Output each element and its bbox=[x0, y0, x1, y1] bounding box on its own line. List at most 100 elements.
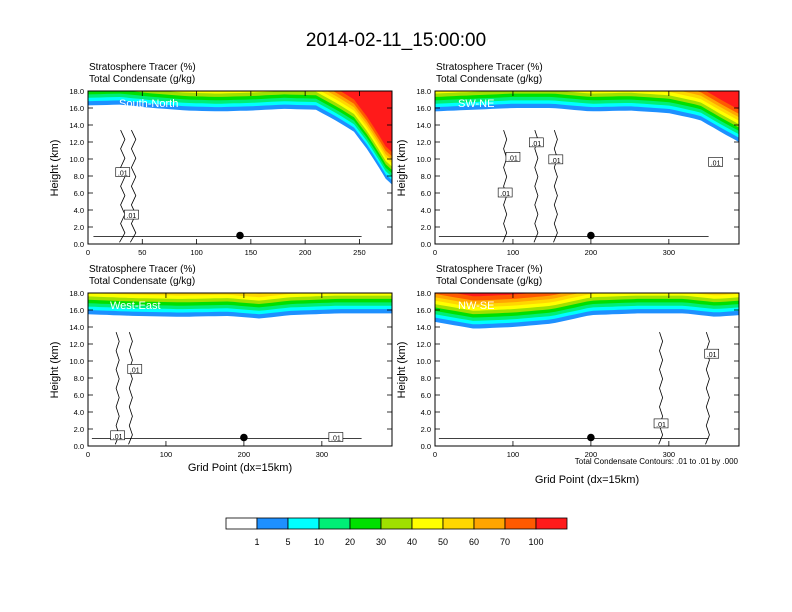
colorbar-swatch bbox=[225, 517, 258, 530]
panel-nw-se: 0.0 2.0 4.0 6.0 8.0 10.0 12.0 14.0 16.0 18.0 0 100 2… bbox=[396, 264, 740, 486]
contour-label-box bbox=[505, 152, 521, 162]
condensate-contour bbox=[533, 129, 539, 243]
x-tick-label: 200 bbox=[238, 450, 251, 459]
contour-label-text: .01 bbox=[500, 191, 510, 198]
axes-frame bbox=[434, 292, 740, 447]
colorbar-label: 60 bbox=[469, 537, 479, 547]
condensate-contour bbox=[129, 129, 137, 243]
colorbar-swatch bbox=[473, 517, 506, 530]
colorbar-swatch bbox=[349, 517, 382, 530]
panel-west-east-label: West-East bbox=[110, 300, 161, 312]
contour-label: .01 bbox=[110, 430, 125, 441]
x-tick-label: 200 bbox=[299, 248, 312, 257]
panel-sw-ne: 0.0 2.0 4.0 6.0 8.0 10.0 12.0 14.0 16.0 18.0 0 100 2… bbox=[396, 62, 740, 257]
x-tick-label: 250 bbox=[353, 248, 366, 257]
panel-west-east-field bbox=[88, 293, 392, 445]
y-tick-label: 6.0 bbox=[421, 189, 431, 198]
panel-south-north-ylabel: Height (km) bbox=[49, 140, 61, 197]
panel-nw-se-subtitle-1: Stratosphere Tracer (%) bbox=[436, 264, 543, 275]
tracer-band-7 bbox=[88, 293, 392, 298]
contour-label-box bbox=[328, 432, 344, 442]
y-tick-label: 4.0 bbox=[421, 408, 431, 417]
y-tick-label: 6.0 bbox=[74, 189, 84, 198]
contour-label-text: .01 bbox=[707, 352, 717, 359]
x-tick-label: 50 bbox=[138, 248, 146, 257]
contour-label: .01 bbox=[653, 418, 669, 429]
panel-south-north-subtitle-2: Total Condensate (g/kg) bbox=[89, 74, 195, 85]
y-tick-label: 10.0 bbox=[416, 357, 431, 366]
panel-south-north-field bbox=[88, 91, 392, 243]
colorbar-label: 10 bbox=[314, 537, 324, 547]
y-tick-label: 16.0 bbox=[69, 104, 84, 113]
x-tick-label: 300 bbox=[316, 450, 329, 459]
y-tick-label: 2.0 bbox=[74, 425, 84, 434]
tracer-band-10 bbox=[88, 91, 392, 153]
colorbar-swatch bbox=[504, 517, 537, 530]
x-tick-label: 100 bbox=[507, 248, 520, 257]
contour-label-box bbox=[124, 209, 139, 220]
contour-label: .01 bbox=[127, 364, 143, 375]
y-tick-label: 10.0 bbox=[69, 357, 84, 366]
condensate-contour bbox=[128, 331, 133, 445]
y-tick-label: 6.0 bbox=[421, 391, 431, 400]
x-tick-label: 0 bbox=[86, 248, 90, 257]
y-tick-label: 12.0 bbox=[69, 138, 84, 147]
figure-title: 2014-02-11_15:00:00 bbox=[305, 30, 487, 51]
y-tick-label: 2.0 bbox=[74, 223, 84, 232]
contour-label-box bbox=[115, 167, 131, 177]
y-tick-label: 8.0 bbox=[421, 374, 431, 383]
panel-west-east-axes: 0.0 2.0 4.0 6.0 8.0 10.0 12.0 14.0 16.0 18.0 0 100 2… bbox=[69, 289, 393, 459]
x-tick-label: 100 bbox=[190, 248, 203, 257]
colorbar: 1 5 10 20 30 40 50 60 70 100 bbox=[225, 517, 568, 547]
panel-sw-ne-axes: 0.0 2.0 4.0 6.0 8.0 10.0 12.0 14.0 16.0 18.0 0 100 2… bbox=[416, 87, 740, 257]
contour-label: .01 bbox=[497, 187, 513, 198]
panel-south-north-axes: 0.0 2.0 4.0 6.0 8.0 10.0 12.0 14.0 16.0 18.0 0 50 10… bbox=[69, 87, 393, 257]
x-tick-label: 200 bbox=[585, 450, 598, 459]
y-tick-label: 2.0 bbox=[421, 425, 431, 434]
y-tick-label: 18.0 bbox=[416, 289, 431, 298]
colorbar-swatch bbox=[380, 517, 413, 530]
condensate-contour bbox=[119, 129, 126, 243]
colorbar-label: 5 bbox=[285, 537, 290, 547]
panel-sw-ne-subtitle-2: Total Condensate (g/kg) bbox=[436, 74, 542, 85]
panel-nw-se-axes: 0.0 2.0 4.0 6.0 8.0 10.0 12.0 14.0 16.0 18.0 0 100 2… bbox=[416, 289, 740, 459]
panel-nw-se-field bbox=[435, 293, 739, 445]
condensate-contour bbox=[502, 129, 508, 243]
y-tick-label: 10.0 bbox=[69, 155, 84, 164]
location-marker bbox=[236, 231, 244, 240]
condensate-contour bbox=[114, 331, 120, 445]
panel-west-east-ylabel: Height (km) bbox=[49, 342, 61, 399]
x-tick-label: 0 bbox=[433, 450, 437, 459]
contour-label-text: .01 bbox=[113, 434, 123, 441]
panel-south-north: 0.0 2.0 4.0 6.0 8.0 10.0 12.0 14.0 16.0 18.0 0 50 10… bbox=[49, 62, 393, 257]
contour-label-text: .01 bbox=[711, 160, 721, 167]
panel-nw-se-subtitle-2: Total Condensate (g/kg) bbox=[436, 276, 542, 287]
contour-label-box bbox=[529, 137, 544, 148]
contour-note: Total Condensate Contours: .01 to .01 by… bbox=[575, 457, 739, 466]
y-tick-label: 14.0 bbox=[69, 121, 84, 130]
contour-label: .01 bbox=[548, 154, 564, 165]
x-tick-label: 300 bbox=[663, 450, 676, 459]
colorbar-label: 20 bbox=[345, 537, 355, 547]
contour-label-box bbox=[653, 418, 669, 429]
y-tick-label: 8.0 bbox=[74, 172, 84, 181]
contour-label-box bbox=[497, 187, 513, 198]
x-tick-label: 100 bbox=[507, 450, 520, 459]
y-tick-label: 4.0 bbox=[74, 206, 84, 215]
colorbar-label: 40 bbox=[407, 537, 417, 547]
y-tick-label: 18.0 bbox=[69, 87, 84, 96]
panel-south-north-label: South-North bbox=[119, 98, 178, 110]
y-tick-label: 4.0 bbox=[74, 408, 84, 417]
contour-label-text: .01 bbox=[508, 155, 518, 162]
contour-label: .01 bbox=[529, 137, 544, 148]
y-tick-label: 16.0 bbox=[416, 306, 431, 315]
y-tick-label: 8.0 bbox=[74, 374, 84, 383]
x-tick-label: 100 bbox=[160, 450, 173, 459]
colorbar-label: 70 bbox=[500, 537, 510, 547]
contour-label: .01 bbox=[328, 432, 344, 443]
x-tick-label: 0 bbox=[433, 248, 437, 257]
x-tick-label: 150 bbox=[245, 248, 258, 257]
y-tick-label: 14.0 bbox=[416, 121, 431, 130]
colorbar-swatch bbox=[442, 517, 475, 530]
